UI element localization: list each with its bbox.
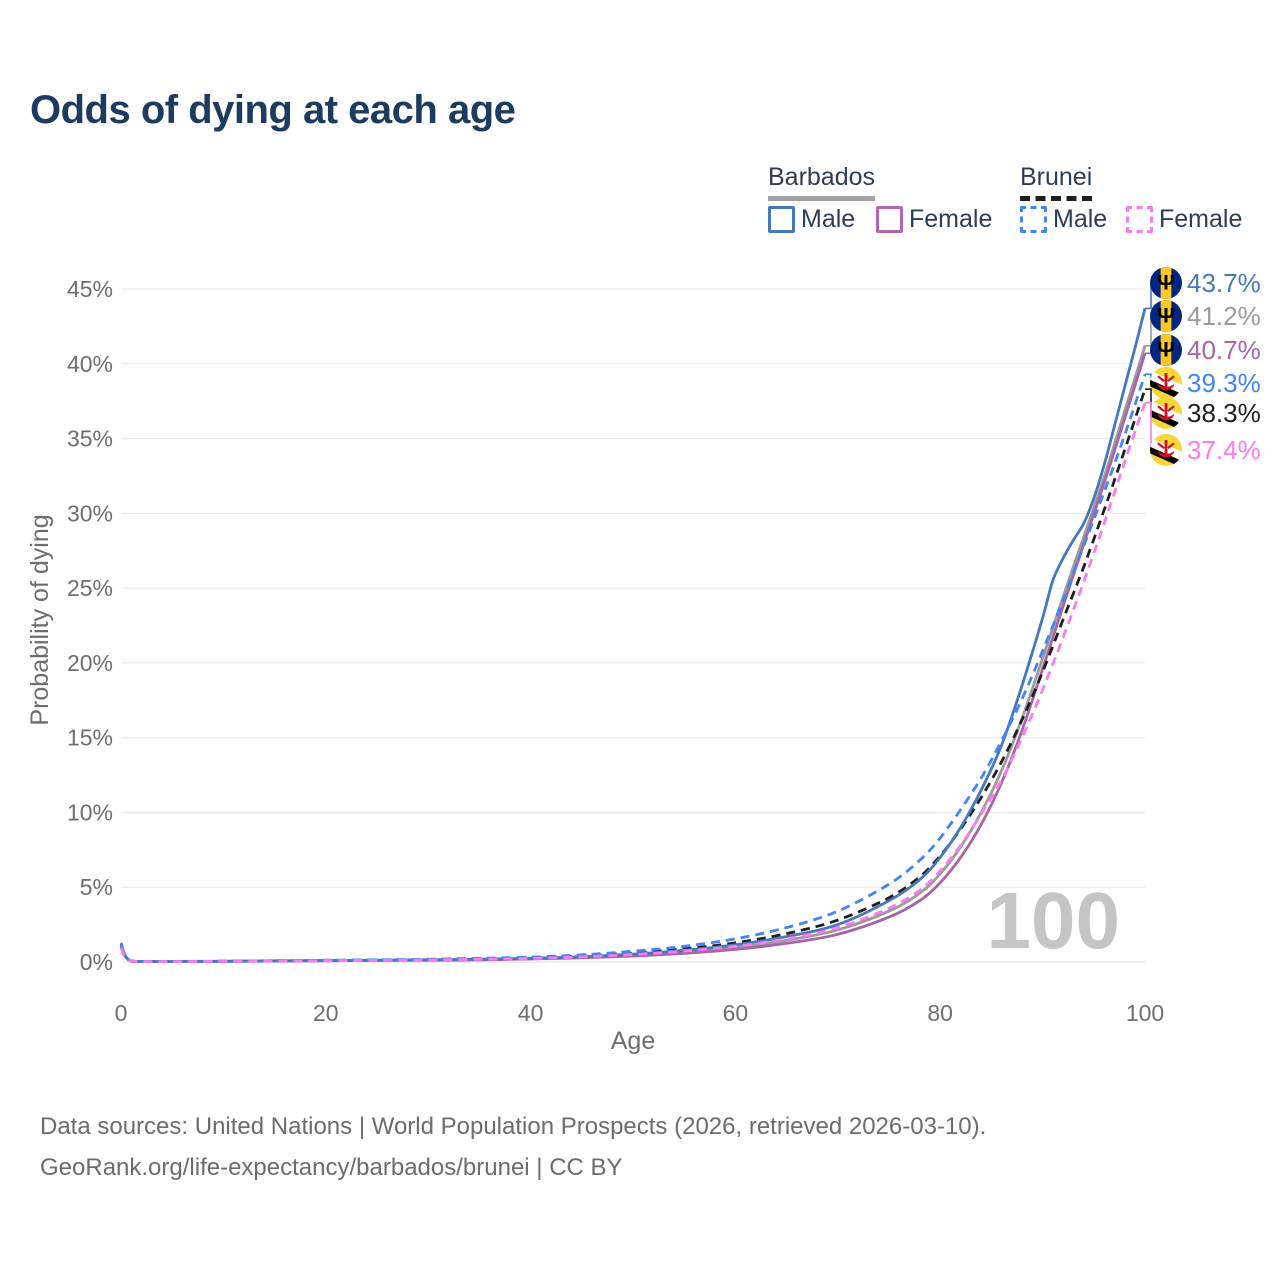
- y-tick-label: 45%: [67, 276, 113, 302]
- y-tick-label: 25%: [67, 575, 113, 601]
- footer: Data sources: United Nations | World Pop…: [40, 1106, 986, 1188]
- footer-attribution: GeoRank.org/life-expectancy/barbados/bru…: [40, 1154, 623, 1181]
- x-tick-label: 100: [1126, 1000, 1164, 1026]
- legend-item-label: Female: [909, 205, 993, 233]
- legend-item-label: Male: [801, 205, 856, 233]
- legend-item-label: Male: [1053, 205, 1108, 233]
- y-tick-label: 0%: [80, 949, 113, 975]
- legend-group-barbados-label: Barbados: [768, 163, 876, 191]
- x-tick-label: 40: [518, 1000, 544, 1026]
- legend-item-label: Female: [1159, 205, 1243, 233]
- page-title: Odds of dying at each age: [30, 88, 516, 132]
- y-tick-label: 35%: [67, 426, 113, 452]
- y-tick-label: 20%: [67, 650, 113, 676]
- x-tick-label: 80: [927, 1000, 953, 1026]
- footer-data-sources: Data sources: United Nations | World Pop…: [40, 1113, 987, 1140]
- barbados-female-swatch-icon: [876, 206, 903, 233]
- legend-group-brunei-label: Brunei: [1020, 163, 1093, 191]
- x-tick-label: 60: [723, 1000, 749, 1026]
- barbados-male-swatch-icon: [768, 206, 795, 233]
- x-axis-title: Age: [611, 1027, 655, 1055]
- legend-group-brunei: Brunei: [1020, 163, 1093, 201]
- brunei-crest: [1157, 403, 1175, 421]
- x-tick-label: 20: [313, 1000, 339, 1026]
- y-tick-label: 30%: [67, 500, 113, 526]
- brunei-flag-icon: [1150, 434, 1182, 466]
- series-line-barbados-male: [119, 308, 1147, 963]
- trident-glyph: Ψ: [1157, 303, 1174, 328]
- legend-item-brunei-female[interactable]: Female: [1126, 205, 1242, 234]
- legend-group-barbados: Barbados: [768, 163, 876, 201]
- watermark-age-counter: 100: [987, 876, 1120, 965]
- series-line-barbados-female: [119, 352, 1147, 964]
- brunei-female-swatch-icon: [1126, 206, 1153, 233]
- end-label-brunei-female: 37.4%: [1187, 435, 1261, 465]
- end-label-barbados-female: 40.7%: [1187, 335, 1261, 365]
- series-line-brunei-male: [119, 373, 1147, 963]
- brunei-crest: [1157, 373, 1175, 391]
- brunei-flag-icon: [1150, 397, 1182, 429]
- barbados-flag-icon: Ψ: [1150, 334, 1182, 366]
- end-label-brunei-both: 38.3%: [1187, 398, 1261, 428]
- brunei-male-swatch-icon: [1020, 206, 1047, 233]
- y-tick-label: 5%: [80, 874, 113, 900]
- end-label-brunei-male: 39.3%: [1187, 368, 1261, 398]
- end-label-barbados-male: 43.7%: [1187, 268, 1261, 298]
- y-axis-title: Probability of dying: [26, 514, 54, 725]
- legend-item-barbados-male[interactable]: Male: [768, 205, 855, 234]
- brunei-flag-icon: [1150, 367, 1182, 399]
- y-tick-label: 10%: [67, 799, 113, 825]
- legend-item-brunei-male[interactable]: Male: [1020, 205, 1107, 234]
- x-tick-label: 0: [115, 1000, 128, 1026]
- brunei-crest: [1157, 440, 1175, 458]
- end-label-barbados-both: 41.2%: [1187, 301, 1261, 331]
- trident-glyph: Ψ: [1157, 337, 1174, 362]
- y-tick-label: 40%: [67, 351, 113, 377]
- series-line-brunei-female: [119, 402, 1147, 964]
- y-tick-label: 15%: [67, 725, 113, 751]
- legend-item-barbados-female[interactable]: Female: [876, 205, 992, 234]
- barbados-flag-icon: Ψ: [1150, 267, 1182, 299]
- legend: Barbados Brunei Male Female Male Female: [768, 163, 1258, 238]
- barbados-flag-icon: Ψ: [1150, 300, 1182, 332]
- trident-glyph: Ψ: [1157, 270, 1174, 295]
